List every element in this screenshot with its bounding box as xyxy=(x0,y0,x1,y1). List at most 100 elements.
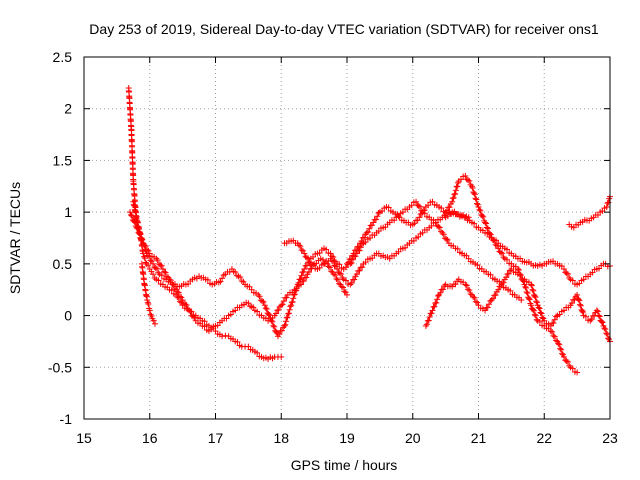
plot-marks xyxy=(125,85,613,376)
data-point xyxy=(429,307,436,314)
data-point xyxy=(338,271,345,278)
data-point xyxy=(287,303,294,310)
data-point xyxy=(191,314,198,321)
data-point xyxy=(190,313,197,320)
data-point xyxy=(351,276,358,283)
data-point xyxy=(477,207,484,214)
data-point xyxy=(278,302,285,309)
data-point xyxy=(488,297,495,304)
data-point xyxy=(577,302,584,309)
data-point xyxy=(184,305,191,312)
data-point xyxy=(517,272,524,279)
data-point xyxy=(268,317,275,324)
data-point xyxy=(261,302,268,309)
data-point xyxy=(330,258,337,265)
data-point xyxy=(499,250,506,257)
data-point xyxy=(480,213,487,220)
data-point xyxy=(178,294,185,301)
data-point xyxy=(547,328,554,335)
data-point xyxy=(323,246,330,253)
data-point xyxy=(201,318,208,325)
data-point xyxy=(579,309,586,316)
data-point xyxy=(497,283,504,290)
data-point xyxy=(482,219,489,226)
data-point xyxy=(471,191,478,198)
data-point xyxy=(139,236,146,243)
data-point xyxy=(158,262,165,269)
data-point xyxy=(553,313,560,320)
data-point xyxy=(303,262,310,269)
data-point xyxy=(522,284,529,291)
data-point xyxy=(604,331,611,338)
data-point xyxy=(522,283,529,290)
x-tick-label: 20 xyxy=(405,430,421,446)
data-point xyxy=(495,286,502,293)
data-point xyxy=(439,286,446,293)
y-tick-label: 0 xyxy=(64,308,72,324)
data-point xyxy=(297,276,304,283)
data-point xyxy=(415,202,422,209)
y-tick-labels: -1 -0.5 0 0.5 1 1.5 2 2.5 xyxy=(48,49,72,427)
data-point xyxy=(588,316,595,323)
data-point xyxy=(467,181,474,188)
data-point xyxy=(374,213,381,220)
data-point xyxy=(365,228,372,235)
data-point xyxy=(336,280,343,287)
data-point xyxy=(475,203,482,210)
data-point xyxy=(472,195,479,202)
data-point xyxy=(428,310,435,317)
data-point xyxy=(319,256,326,263)
data-point xyxy=(564,271,571,278)
data-point xyxy=(550,332,557,339)
data-point xyxy=(142,247,149,254)
data-point xyxy=(507,287,514,294)
data-point xyxy=(217,278,224,285)
data-point xyxy=(557,345,564,352)
data-point xyxy=(161,268,168,275)
data-point xyxy=(333,275,340,282)
data-point xyxy=(290,295,297,302)
data-point xyxy=(479,212,486,219)
data-point xyxy=(503,246,510,253)
data-point xyxy=(338,283,345,290)
data-point xyxy=(204,276,211,283)
y-tick-label: 2.5 xyxy=(53,49,73,65)
data-point xyxy=(533,299,540,306)
data-point xyxy=(537,309,544,316)
y-tick-label: 1.5 xyxy=(53,152,73,168)
data-point xyxy=(423,321,430,328)
x-tick-label: 23 xyxy=(602,430,618,446)
data-point xyxy=(348,280,355,287)
data-point xyxy=(599,319,606,326)
data-point xyxy=(340,284,347,291)
data-point xyxy=(299,247,306,254)
data-point xyxy=(514,266,521,273)
data-point xyxy=(269,318,276,325)
data-point xyxy=(234,338,241,345)
data-point xyxy=(469,184,476,191)
data-point xyxy=(345,259,352,266)
data-point xyxy=(464,286,471,293)
data-point xyxy=(536,318,543,325)
data-point xyxy=(464,177,471,184)
data-point xyxy=(560,266,567,273)
data-point xyxy=(482,307,489,314)
data-point xyxy=(368,222,375,229)
data-point xyxy=(266,312,273,319)
data-point xyxy=(327,250,334,257)
data-point xyxy=(442,209,449,216)
data-point xyxy=(155,269,162,276)
data-point xyxy=(385,204,392,211)
data-point xyxy=(332,263,339,270)
data-point xyxy=(283,294,290,301)
data-point xyxy=(168,287,175,294)
data-point xyxy=(272,310,279,317)
data-point xyxy=(416,214,423,221)
data-point xyxy=(282,318,289,325)
data-point xyxy=(150,317,157,324)
data-point xyxy=(141,255,148,262)
data-point xyxy=(474,200,481,207)
data-point xyxy=(305,255,312,262)
data-point xyxy=(444,236,451,243)
data-point xyxy=(361,234,368,241)
